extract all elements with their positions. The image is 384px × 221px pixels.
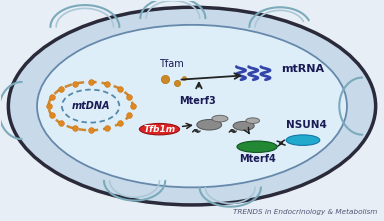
Text: mtDNA: mtDNA <box>71 101 110 111</box>
Text: Mterf4: Mterf4 <box>239 154 275 164</box>
Ellipse shape <box>139 124 180 135</box>
Ellipse shape <box>212 115 228 122</box>
Text: NSUN4: NSUN4 <box>286 120 327 130</box>
Ellipse shape <box>246 118 260 124</box>
Text: Tfb1m: Tfb1m <box>143 125 175 134</box>
Text: Tfam: Tfam <box>159 59 183 69</box>
Text: Mterf3: Mterf3 <box>179 96 216 106</box>
Ellipse shape <box>37 25 347 187</box>
Ellipse shape <box>233 121 254 130</box>
Text: mtRNA: mtRNA <box>281 64 324 74</box>
Text: TRENDS in Endocrinology & Metabolism: TRENDS in Endocrinology & Metabolism <box>233 209 377 215</box>
Ellipse shape <box>286 135 320 145</box>
Ellipse shape <box>237 141 277 152</box>
Ellipse shape <box>197 120 222 130</box>
Ellipse shape <box>8 7 376 205</box>
